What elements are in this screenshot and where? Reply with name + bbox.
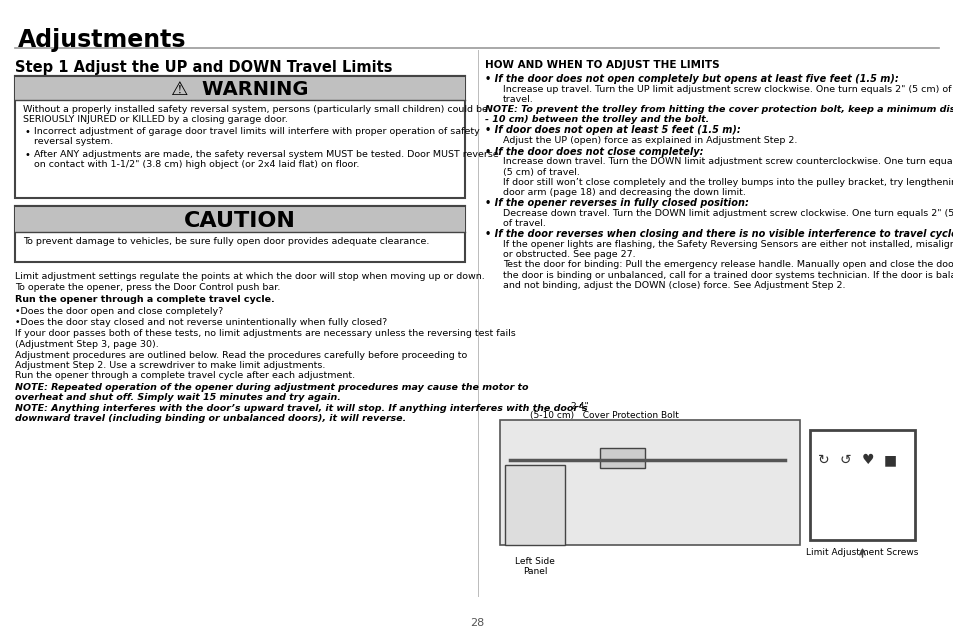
Text: Run the opener through a complete travel cycle after each adjustment.: Run the opener through a complete travel… [15, 371, 355, 380]
Text: To prevent damage to vehicles, be sure fully open door provides adequate clearan: To prevent damage to vehicles, be sure f… [23, 237, 429, 246]
Text: Adjustment procedures are outlined below. Read the procedures carefully before p: Adjustment procedures are outlined below… [15, 350, 467, 370]
Text: ↺: ↺ [840, 453, 851, 467]
Text: Incorrect adjustment of garage door travel limits will interfere with proper ope: Incorrect adjustment of garage door trav… [34, 127, 479, 146]
Text: ♥: ♥ [862, 453, 874, 467]
Bar [15, 206, 464, 262]
Text: Without a properly installed safety reversal system, persons (particularly small: Without a properly installed safety reve… [23, 105, 487, 125]
Text: •Does the door open and close completely?: •Does the door open and close completely… [15, 307, 223, 315]
Text: To operate the opener, press the Door Control push bar.: To operate the opener, press the Door Co… [15, 284, 280, 293]
Text: ■: ■ [883, 453, 896, 467]
Text: •: • [25, 127, 30, 137]
Text: Decrease down travel. Turn the DOWN limit adjustment screw clockwise. One turn e: Decrease down travel. Turn the DOWN limi… [502, 209, 953, 228]
Text: NOTE: Anything interferes with the door’s upward travel, it will stop. If anythi: NOTE: Anything interferes with the door’… [15, 404, 587, 424]
Text: Increase down travel. Turn the DOWN limit adjustment screw counterclockwise. One: Increase down travel. Turn the DOWN limi… [502, 158, 953, 177]
Text: After ANY adjustments are made, the safety reversal system MUST be tested. Door : After ANY adjustments are made, the safe… [34, 150, 498, 169]
Text: • If door does not open at least 5 feet (1.5 m):: • If door does not open at least 5 feet … [484, 125, 740, 135]
Text: If your door passes both of these tests, no limit adjustments are necessary unle: If your door passes both of these tests,… [15, 329, 516, 349]
Bar [499, 420, 800, 545]
Text: If the opener lights are flashing, the Safety Reversing Sensors are either not i: If the opener lights are flashing, the S… [502, 240, 953, 259]
Text: ↻: ↻ [817, 453, 829, 467]
Text: • If the door does not close completely:: • If the door does not close completely: [484, 147, 702, 157]
Text: • If the door reverses when closing and there is no visible interference to trav: • If the door reverses when closing and … [484, 229, 953, 239]
Text: If door still won’t close completely and the trolley bumps into the pulley brack: If door still won’t close completely and… [502, 178, 953, 197]
Bar [15, 206, 464, 232]
Text: Limit adjustment settings regulate the points at which the door will stop when m: Limit adjustment settings regulate the p… [15, 272, 484, 281]
Text: • If the door does not open completely but opens at least five feet (1.5 m):: • If the door does not open completely b… [484, 74, 898, 84]
Text: CAUTION: CAUTION [184, 211, 295, 231]
Text: Adjust the UP (open) force as explained in Adjustment Step 2.: Adjust the UP (open) force as explained … [502, 136, 797, 145]
Text: •: • [25, 150, 30, 160]
Text: NOTE: Repeated operation of the opener during adjustment procedures may cause th: NOTE: Repeated operation of the opener d… [15, 383, 528, 403]
Bar [504, 465, 564, 545]
Text: Test the door for binding: Pull the emergency release handle. Manually open and : Test the door for binding: Pull the emer… [502, 260, 953, 290]
Bar [15, 76, 464, 198]
Text: Increase up travel. Turn the UP limit adjustment screw clockwise. One turn equal: Increase up travel. Turn the UP limit ad… [502, 85, 950, 104]
Bar [809, 430, 914, 540]
Text: 2-4": 2-4" [569, 402, 588, 411]
Text: HOW AND WHEN TO ADJUST THE LIMITS: HOW AND WHEN TO ADJUST THE LIMITS [484, 60, 719, 70]
Text: Run the opener through a complete travel cycle.: Run the opener through a complete travel… [15, 295, 274, 304]
Text: Adjustments: Adjustments [18, 28, 186, 52]
Text: • If the opener reverses in fully closed position:: • If the opener reverses in fully closed… [484, 198, 748, 209]
Text: •Does the door stay closed and not reverse unintentionally when fully closed?: •Does the door stay closed and not rever… [15, 318, 387, 327]
Text: ⚠  WARNING: ⚠ WARNING [172, 80, 309, 99]
Text: Limit Adjustment Screws: Limit Adjustment Screws [805, 548, 918, 557]
Text: (5-10 cm)   Cover Protection Bolt: (5-10 cm) Cover Protection Bolt [530, 411, 679, 420]
Bar [15, 76, 464, 100]
Text: 28: 28 [470, 618, 483, 628]
Text: Left Side
Panel: Left Side Panel [515, 557, 555, 576]
Text: Step 1 Adjust the UP and DOWN Travel Limits: Step 1 Adjust the UP and DOWN Travel Lim… [15, 60, 392, 75]
Bar [599, 448, 644, 468]
Text: NOTE: To prevent the trolley from hitting the cover protection bolt, keep a mini: NOTE: To prevent the trolley from hittin… [484, 105, 953, 124]
